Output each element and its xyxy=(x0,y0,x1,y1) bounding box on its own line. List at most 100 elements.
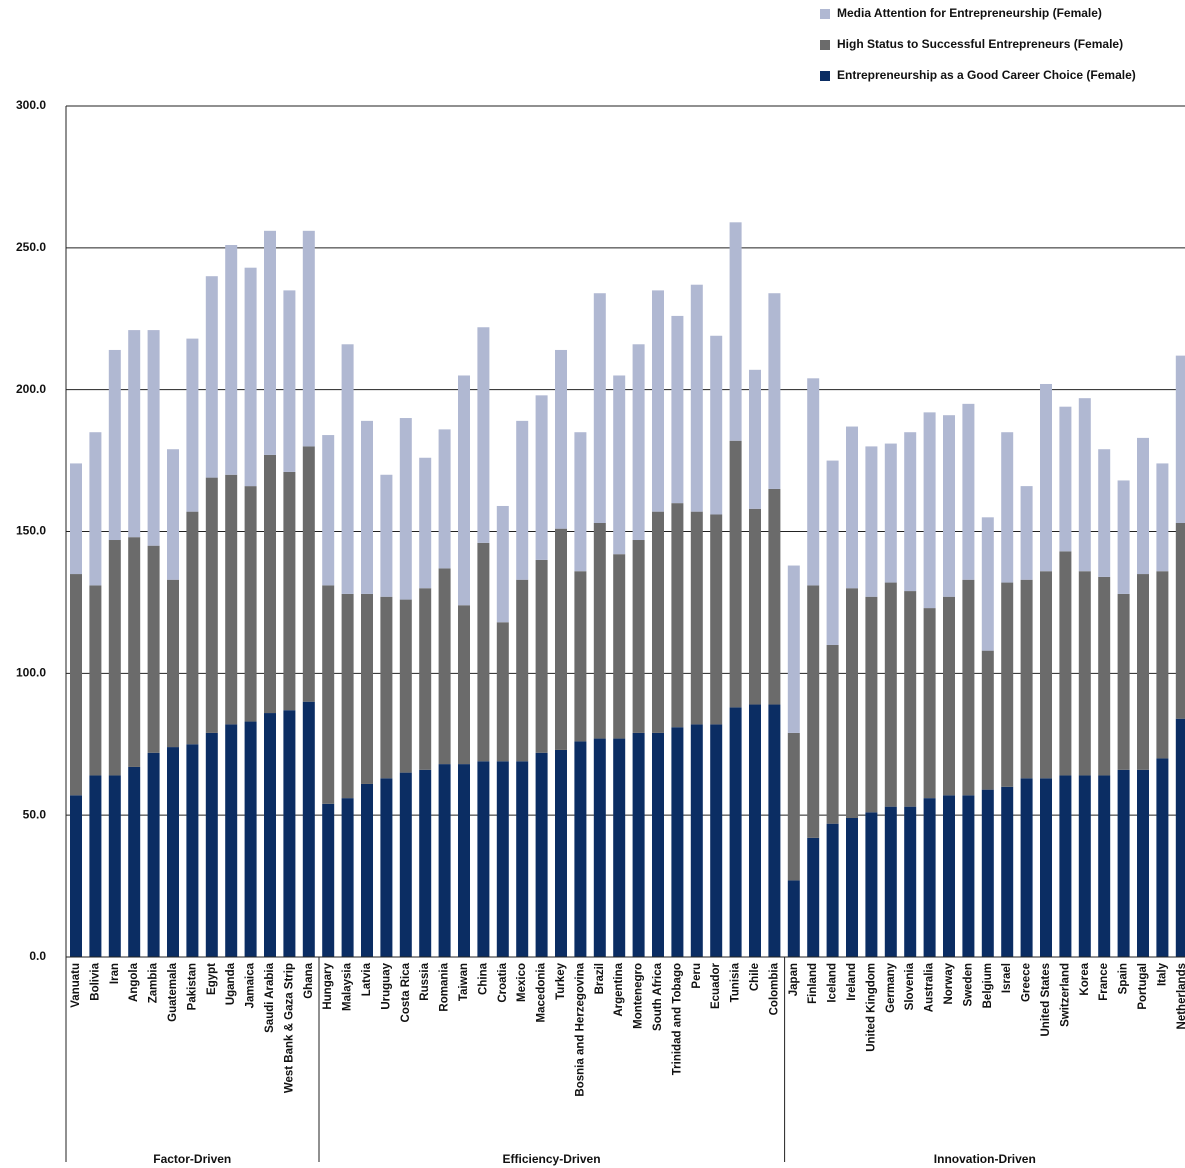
bar-segment xyxy=(477,542,490,762)
bar-segment xyxy=(1059,551,1072,776)
x-tick-label: Japan xyxy=(788,963,800,996)
bar-segment xyxy=(690,724,703,957)
x-tick-label: Latvia xyxy=(361,962,373,996)
bar-segment xyxy=(225,244,238,475)
bar-segment xyxy=(807,378,820,586)
legend-swatch xyxy=(820,9,830,19)
x-tick-label: Italy xyxy=(1156,962,1168,986)
x-tick-label: Spain xyxy=(1118,963,1130,994)
bar-segment xyxy=(264,454,276,714)
y-tick-label: 200.0 xyxy=(16,382,46,396)
x-tick-label: Norway xyxy=(943,962,955,1004)
bar-segment xyxy=(302,446,315,702)
bar-segment xyxy=(70,574,82,796)
bar-segment xyxy=(147,752,160,957)
x-tick-label: Pakistan xyxy=(186,963,198,1010)
bar-segment xyxy=(322,435,335,586)
bar-segment xyxy=(652,511,664,733)
bar-segment xyxy=(593,522,606,739)
bar-segment xyxy=(186,744,199,957)
bar-segment xyxy=(1020,579,1033,779)
bar-segment xyxy=(846,426,858,589)
bar-segment xyxy=(89,585,102,776)
x-tick-label: Taiwan xyxy=(458,963,470,1001)
bar-segment xyxy=(729,222,742,441)
bar-segment xyxy=(865,812,878,957)
bar-segment xyxy=(128,330,141,538)
bar-segment xyxy=(884,582,897,807)
bar-segment xyxy=(904,432,917,592)
bar-segment xyxy=(167,449,179,580)
bar-segment xyxy=(516,420,529,580)
bar-segment xyxy=(593,293,606,523)
bar-segment xyxy=(884,443,897,583)
bar-segment xyxy=(147,330,160,546)
bar-segment xyxy=(399,599,412,773)
bar-segment xyxy=(632,344,645,541)
x-tick-label: Bosnia and Herzegovina xyxy=(574,962,586,1096)
bar-segment xyxy=(302,230,315,447)
bar-segment xyxy=(632,540,645,733)
bar-segment xyxy=(671,727,684,957)
bar-segment xyxy=(1078,398,1091,572)
x-tick-label: Finland xyxy=(807,963,819,1004)
bar-segment xyxy=(1001,582,1014,787)
bar-segment xyxy=(1001,786,1014,957)
bar-segment xyxy=(419,588,432,770)
x-tick-label: Macedonia xyxy=(536,962,548,1022)
bar-segment xyxy=(380,474,393,597)
bar-segment xyxy=(710,724,723,957)
bar-segment xyxy=(244,267,257,487)
bar-segment xyxy=(167,579,179,748)
x-tick-label: Portugal xyxy=(1137,963,1149,1010)
bar-segment xyxy=(108,349,121,541)
legend-label: High Status to Successful Entrepreneurs … xyxy=(837,37,1123,51)
bar-segment xyxy=(574,571,587,742)
x-tick-label: Trinidad and Tobago xyxy=(671,963,683,1075)
legend-swatch xyxy=(820,40,830,50)
bar-segment xyxy=(1117,480,1130,594)
x-tick-label: Israel xyxy=(1001,963,1013,993)
x-tick-label: Korea xyxy=(1079,962,1091,995)
bar-segment xyxy=(477,761,490,957)
x-tick-label: Iran xyxy=(109,963,121,984)
x-tick-label: Slovenia xyxy=(904,962,916,1010)
bar-segment xyxy=(749,508,761,705)
bar-segment xyxy=(458,605,470,765)
bar-segment xyxy=(438,568,451,765)
bar-segment xyxy=(846,818,858,957)
bar-segment xyxy=(729,707,742,957)
bar-segment xyxy=(283,710,296,957)
bar-segment xyxy=(341,344,354,594)
bar-segment xyxy=(749,704,761,957)
bar-segment xyxy=(690,511,703,725)
bar-segment xyxy=(1156,463,1169,572)
x-tick-label: Mexico xyxy=(516,963,528,1002)
bar-segment xyxy=(1175,355,1185,523)
bar-segment xyxy=(516,579,529,762)
x-tick-label: Argentina xyxy=(613,962,625,1016)
legend-swatch xyxy=(820,71,830,81)
bar-segment xyxy=(516,761,529,957)
bar-segment xyxy=(923,608,936,799)
bar-segment xyxy=(904,806,917,957)
bar-segment xyxy=(380,778,393,957)
bar-segment xyxy=(205,477,218,733)
bar-segment xyxy=(341,798,354,957)
bar-segment xyxy=(1098,449,1111,577)
x-tick-label: Russia xyxy=(419,962,431,1000)
bar-segment xyxy=(787,880,800,957)
bar-segment xyxy=(749,369,761,509)
bar-segment xyxy=(593,738,606,957)
bar-segment xyxy=(555,349,567,529)
y-tick-label: 250.0 xyxy=(16,240,46,254)
bar-segment xyxy=(1137,769,1149,957)
bar-segment xyxy=(710,335,723,515)
bar-segment xyxy=(826,644,839,824)
bar-segment xyxy=(205,276,218,478)
bar-segment xyxy=(225,724,238,957)
x-tick-label: Tunisia xyxy=(730,962,742,1002)
bar-segment xyxy=(923,798,936,957)
x-tick-label: Romania xyxy=(439,962,451,1011)
